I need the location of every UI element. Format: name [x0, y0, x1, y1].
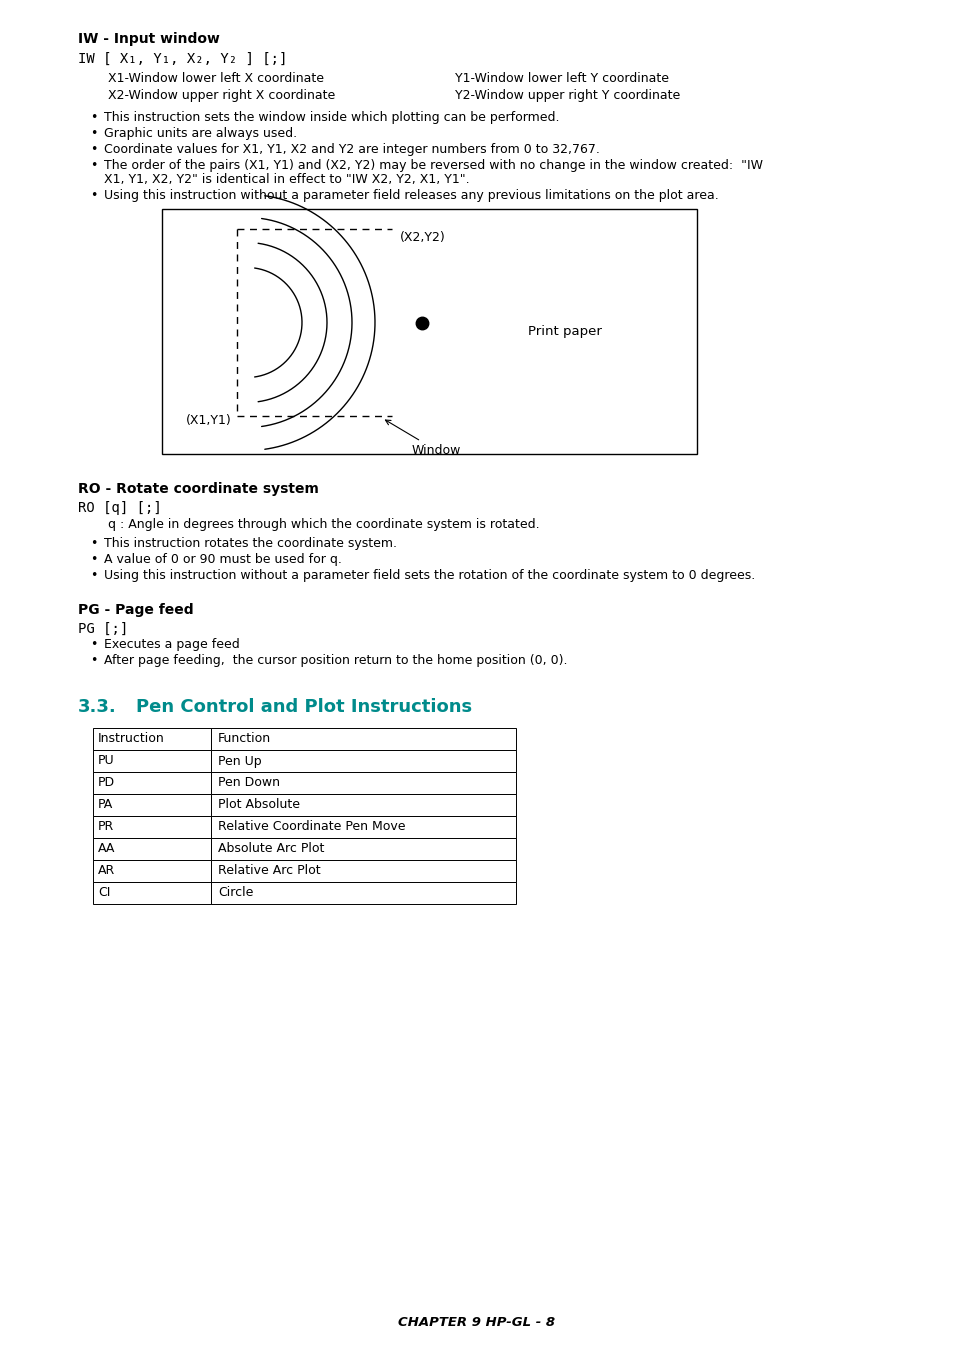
Text: Pen Down: Pen Down [218, 776, 280, 790]
Text: •: • [90, 537, 97, 549]
Text: •: • [90, 143, 97, 157]
Bar [92, 838, 211, 860]
Bar [92, 751, 211, 772]
Bar [92, 882, 211, 905]
Text: X1-Window lower left X coordinate: X1-Window lower left X coordinate [108, 72, 324, 85]
Text: Graphic units are always used.: Graphic units are always used. [104, 127, 296, 140]
Text: Executes a page feed: Executes a page feed [104, 639, 239, 651]
Text: Print paper: Print paper [527, 325, 600, 338]
Bar [211, 815, 516, 838]
Text: Relative Coordinate Pen Move: Relative Coordinate Pen Move [218, 821, 405, 833]
Text: Y2-Window upper right Y coordinate: Y2-Window upper right Y coordinate [455, 89, 679, 103]
Text: Instruction: Instruction [98, 733, 165, 745]
Text: Y1-Window lower left Y coordinate: Y1-Window lower left Y coordinate [455, 72, 668, 85]
Text: IW - Input window: IW - Input window [78, 32, 219, 46]
Bar [211, 860, 516, 882]
Bar [92, 772, 211, 794]
Bar [92, 815, 211, 838]
Text: X1, Y1, X2, Y2" is identical in effect to "IW X2, Y2, X1, Y1".: X1, Y1, X2, Y2" is identical in effect t… [104, 173, 469, 186]
Bar [211, 751, 516, 772]
Text: Relative Arc Plot: Relative Arc Plot [218, 864, 320, 878]
Text: RO [q] [;]: RO [q] [;] [78, 501, 162, 514]
Text: PD: PD [98, 776, 115, 790]
Text: This instruction sets the window inside which plotting can be performed.: This instruction sets the window inside … [104, 111, 558, 124]
Text: Function: Function [218, 733, 271, 745]
Text: •: • [90, 554, 97, 566]
Bar [211, 772, 516, 794]
Text: Using this instruction without a parameter field sets the rotation of the coordi: Using this instruction without a paramet… [104, 568, 755, 582]
Bar [92, 860, 211, 882]
Text: •: • [90, 568, 97, 582]
Text: This instruction rotates the coordinate system.: This instruction rotates the coordinate … [104, 537, 396, 549]
Text: PA: PA [98, 798, 113, 811]
Text: Circle: Circle [218, 887, 253, 899]
Text: IW [ X₁, Y₁, X₂, Y₂ ] [;]: IW [ X₁, Y₁, X₂, Y₂ ] [;] [78, 53, 287, 66]
Text: AR: AR [98, 864, 115, 878]
Text: X2-Window upper right X coordinate: X2-Window upper right X coordinate [108, 89, 335, 103]
Text: Pen Up: Pen Up [218, 755, 261, 768]
Text: 3.3.: 3.3. [78, 698, 116, 716]
Bar [92, 794, 211, 815]
Text: A value of 0 or 90 must be used for q.: A value of 0 or 90 must be used for q. [104, 554, 341, 566]
Text: Absolute Arc Plot: Absolute Arc Plot [218, 842, 324, 856]
Text: Plot Absolute: Plot Absolute [218, 798, 299, 811]
Text: •: • [90, 111, 97, 124]
Bar [211, 838, 516, 860]
Bar [92, 728, 211, 751]
Text: (X1,Y1): (X1,Y1) [186, 414, 232, 427]
Text: PG - Page feed: PG - Page feed [78, 603, 193, 617]
Text: q : Angle in degrees through which the coordinate system is rotated.: q : Angle in degrees through which the c… [108, 518, 539, 531]
Text: •: • [90, 653, 97, 667]
Bar [162, 209, 697, 454]
Text: •: • [90, 127, 97, 140]
Text: •: • [90, 639, 97, 651]
Text: After page feeding,  the cursor position return to the home position (0, 0).: After page feeding, the cursor position … [104, 653, 567, 667]
Text: •: • [90, 189, 97, 202]
Text: Pen Control and Plot Instructions: Pen Control and Plot Instructions [136, 698, 472, 716]
Text: CHAPTER 9 HP-GL - 8: CHAPTER 9 HP-GL - 8 [398, 1315, 555, 1328]
Bar [211, 882, 516, 905]
Text: PR: PR [98, 821, 114, 833]
Text: Coordinate values for X1, Y1, X2 and Y2 are integer numbers from 0 to 32,767.: Coordinate values for X1, Y1, X2 and Y2 … [104, 143, 599, 157]
Text: •: • [90, 159, 97, 171]
Text: RO - Rotate coordinate system: RO - Rotate coordinate system [78, 482, 318, 495]
Text: AA: AA [98, 842, 115, 856]
Text: (X2,Y2): (X2,Y2) [399, 231, 445, 244]
Text: PU: PU [98, 755, 114, 768]
Bar [211, 794, 516, 815]
Text: Window: Window [385, 420, 461, 458]
Text: CI: CI [98, 887, 111, 899]
Text: The order of the pairs (X1, Y1) and (X2, Y2) may be reversed with no change in t: The order of the pairs (X1, Y1) and (X2,… [104, 159, 762, 171]
Bar [211, 728, 516, 751]
Text: Using this instruction without a parameter field releases any previous limitatio: Using this instruction without a paramet… [104, 189, 718, 202]
Text: PG [;]: PG [;] [78, 622, 128, 636]
